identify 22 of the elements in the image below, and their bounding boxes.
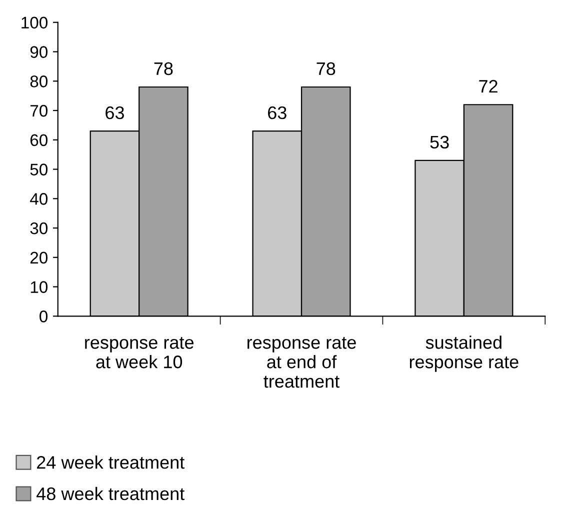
legend-label: 48 week treatment — [36, 486, 185, 500]
y-tick-label: 0 — [40, 310, 48, 322]
y-tick-label: 90 — [30, 46, 48, 58]
y-tick-label: 30 — [30, 222, 48, 234]
y-tick-label: 10 — [30, 281, 48, 293]
data-label: 63 — [268, 106, 286, 120]
data-label: 78 — [154, 62, 173, 76]
y-tick-label: 20 — [30, 252, 48, 264]
y-tick-label: 80 — [30, 76, 48, 88]
y-tick-label: 100 — [22, 16, 48, 29]
x-tick-label: response rate at week 10 — [85, 337, 194, 368]
data-label: 63 — [106, 106, 124, 120]
x-tick-label: response rate at end of treatment — [248, 337, 356, 388]
data-label: 72 — [479, 80, 498, 93]
data-label: 78 — [316, 62, 336, 76]
y-tick-label: 50 — [30, 164, 48, 176]
legend-label: 24 week treatment — [37, 456, 185, 469]
x-tick-label: sustained response rate — [410, 336, 518, 372]
y-tick-label: 60 — [30, 134, 48, 146]
data-label: 53 — [430, 136, 449, 149]
y-tick-label: 40 — [30, 193, 48, 205]
y-tick-label: 70 — [30, 104, 48, 117]
